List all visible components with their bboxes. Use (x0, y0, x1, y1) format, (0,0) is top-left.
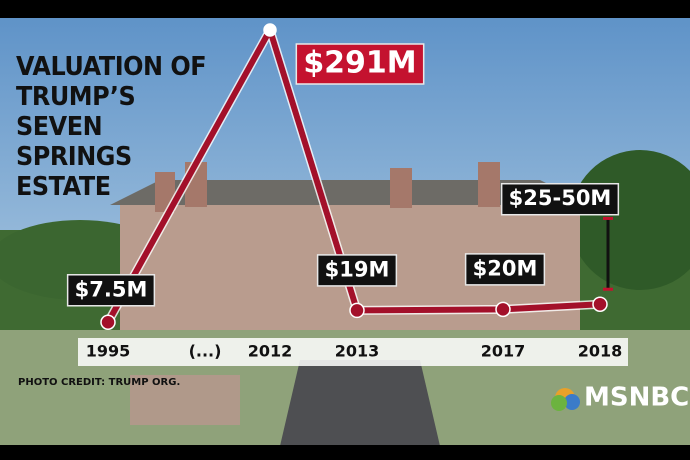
x-tick-label: 2012 (248, 342, 293, 361)
x-tick-label: 1995 (86, 342, 131, 361)
value-label: $20M (473, 256, 538, 280)
value-label-box: $20M (464, 253, 546, 286)
point (495, 301, 511, 318)
value-label-box: $19M (316, 254, 398, 287)
photo-credit: PHOTO CREDIT: TRUMP ORG. (18, 377, 180, 388)
x-tick-label: 2018 (578, 342, 623, 361)
value-label: $25-50M (509, 186, 612, 210)
label-bg (500, 182, 620, 216)
point (349, 302, 365, 319)
network-name: MSNBC (584, 383, 689, 413)
point (263, 23, 277, 37)
x-tick-label: 2013 (335, 342, 380, 361)
x-tick-label: 2017 (481, 342, 526, 361)
point (592, 296, 608, 312)
label-bg (295, 43, 425, 85)
value-label-box: $291M (295, 43, 425, 85)
year-band (78, 338, 628, 366)
point (100, 314, 116, 331)
label-bg (464, 253, 546, 286)
gap-label: (...) (189, 342, 222, 361)
value-label: $19M (325, 257, 390, 281)
value-label-box: $25-50M (500, 182, 620, 216)
value-label: $7.5M (75, 277, 148, 301)
label-bg (316, 254, 398, 287)
label-bg (66, 274, 156, 307)
chart-title: VALUATION OF TRUMP’S SEVEN SPRINGS ESTAT… (16, 52, 207, 202)
value-label-box: $7.5M (66, 274, 156, 307)
network-logo: MSNBC (551, 383, 689, 413)
value-label: $291M (303, 46, 416, 81)
